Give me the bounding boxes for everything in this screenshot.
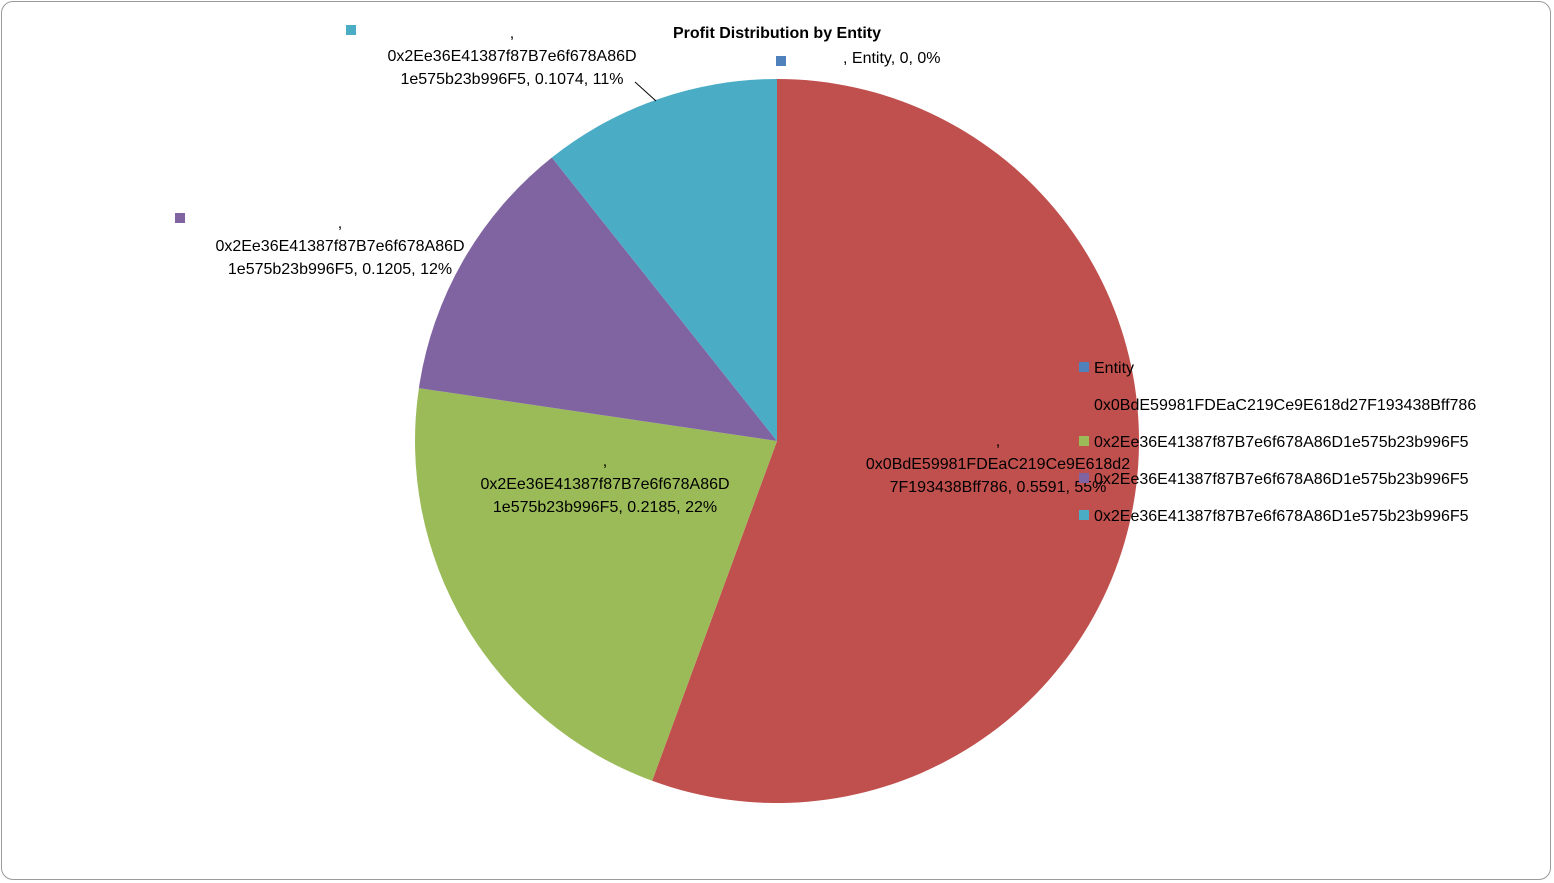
data-label-4-line-0: , [510,25,514,42]
data-labels: , Entity, 0, 0%, 0x0BdE59981FDEaC219Ce9E6… [175,25,1130,516]
legend-entry-4: 0x2Ee36E41387f87B7e6f678A86D1e575b23b996… [1094,508,1469,525]
data-label-3: , 0x2Ee36E41387f87B7e6f678A86D 1e575b23b99… [215,215,464,278]
legend-entry-1: 0x0BdE59981FDEaC219Ce9E618d27F193438Bff7… [1094,397,1476,414]
pie-slice-3 [418,157,777,442]
data-label-0-line-0: , Entity, 0, 0% [843,50,941,67]
data-label-1-line-2: 7F193438Bff786, 0.5591, 55% [890,479,1107,496]
data-label-4: , 0x2Ee36E41387f87B7e6f678A86D 1e575b23b99… [387,25,636,88]
data-label-1: , 0x0BdE59981FDEaC219Ce9E618d2 7F193438Bff… [866,433,1130,496]
data-label-2: , 0x2Ee36E41387f87B7e6f678A86D 1e575b23b99… [480,453,729,516]
pie-slices [415,79,1139,803]
legend-entry-3: 0x2Ee36E41387f87B7e6f678A86D1e575b23b996… [1094,471,1469,488]
pie-slice-4 [551,79,777,441]
data-label-marker-3 [175,213,185,223]
data-label-0: , Entity, 0, 0% [843,50,941,67]
data-label-marker-4 [346,25,356,35]
leader-lines [634,81,657,102]
legend-marker-2 [1079,436,1089,446]
data-label-4-line-2: 1e575b23b996F5, 0.1074, 11% [400,71,623,88]
data-label-3-line-2: 1e575b23b996F5, 0.1205, 12% [228,261,452,278]
legend-entry-2: 0x2Ee36E41387f87B7e6f678A86D1e575b23b996… [1094,434,1469,451]
data-label-1-line-0: , [996,433,1000,450]
data-label-3-line-0: , [338,215,342,232]
legend-marker-3 [1079,473,1089,483]
data-label-2-line-2: 1e575b23b996F5, 0.2185, 22% [493,499,717,516]
data-label-marker-0 [776,56,786,66]
legend: Entity 0x0BdE59981FDEaC219Ce9E618d27F1934… [1079,360,1476,525]
pie-slice-2 [415,388,777,781]
legend-entry-0: Entity [1094,360,1134,377]
legend-marker-0 [1079,362,1089,372]
data-label-4-line-1: 0x2Ee36E41387f87B7e6f678A86D [387,48,636,65]
data-label-2-line-0: , [603,453,607,470]
data-label-1-line-1: 0x0BdE59981FDEaC219Ce9E618d2 [866,456,1130,473]
data-label-2-line-1: 0x2Ee36E41387f87B7e6f678A86D [480,476,729,493]
data-label-3-line-1: 0x2Ee36E41387f87B7e6f678A86D [215,238,464,255]
legend-marker-4 [1079,510,1089,520]
leader-line-4 [634,81,657,102]
pie-slice-1 [652,79,1139,803]
chart-title: Profit Distribution by Entity [673,25,881,42]
